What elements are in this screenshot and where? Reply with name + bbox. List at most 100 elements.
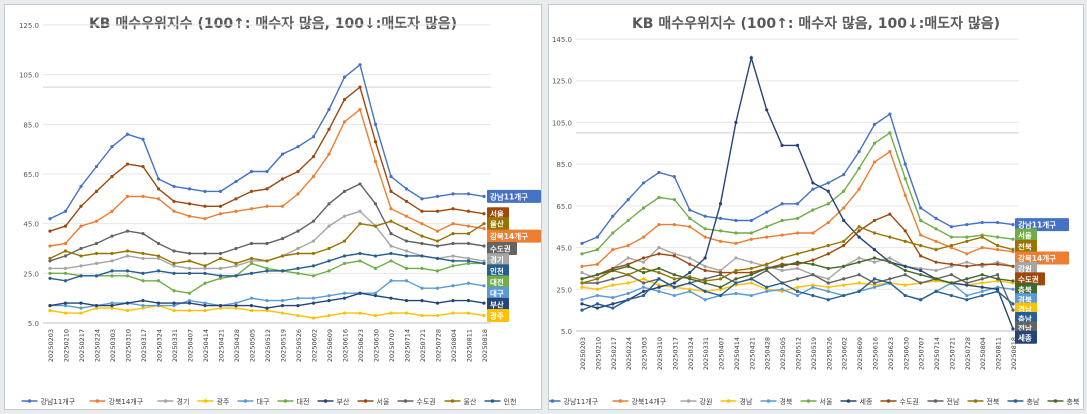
x-tick-label: 20250303	[641, 337, 649, 370]
data-point	[857, 225, 861, 229]
data-point	[980, 277, 984, 281]
data-point	[94, 189, 99, 193]
data-point	[63, 249, 68, 253]
legend-item: 강북14개구	[612, 397, 667, 406]
legend-swatch-marker	[95, 399, 100, 403]
x-tick-label: 20250303	[109, 329, 117, 362]
data-point	[626, 298, 630, 302]
data-point	[734, 256, 738, 260]
data-point	[826, 252, 830, 256]
data-point	[451, 241, 455, 246]
series-서울	[48, 85, 486, 233]
data-point	[187, 187, 192, 191]
data-point	[420, 241, 424, 246]
data-point	[1011, 264, 1015, 268]
data-point	[688, 281, 692, 285]
end-label-box	[1015, 261, 1037, 275]
data-point	[187, 291, 192, 295]
data-point	[311, 174, 316, 179]
data-point	[826, 266, 830, 271]
data-point	[404, 266, 409, 270]
data-point	[389, 296, 393, 300]
data-point	[327, 127, 331, 131]
end-label-text: 경남	[1018, 304, 1032, 314]
data-point	[63, 266, 68, 270]
data-point	[125, 249, 130, 253]
end-label: 인천	[487, 264, 509, 278]
data-point	[218, 274, 223, 278]
data-point	[358, 291, 362, 295]
data-point	[311, 296, 316, 300]
x-tick-label: 20250505	[249, 329, 257, 362]
y-tick-label: 65.0	[556, 203, 572, 211]
data-point	[903, 293, 907, 298]
data-point	[780, 143, 784, 147]
data-point	[949, 293, 954, 298]
data-point	[48, 256, 52, 261]
end-label: 서울	[487, 207, 509, 221]
data-point	[734, 281, 738, 285]
data-point	[657, 266, 661, 271]
legend-item: 서울	[800, 397, 833, 406]
data-point	[482, 313, 486, 318]
data-point	[466, 232, 471, 236]
data-point	[265, 169, 269, 174]
data-point	[996, 248, 1000, 252]
data-point	[94, 261, 99, 265]
data-point	[420, 209, 424, 213]
data-point	[1011, 287, 1015, 291]
data-point	[280, 299, 285, 303]
data-point	[811, 285, 815, 289]
end-label: 강북14개구	[487, 229, 541, 243]
data-point	[482, 244, 486, 248]
data-point	[327, 107, 331, 112]
x-tick-label: 20250203	[47, 329, 55, 362]
series-강북14개구	[48, 107, 486, 248]
data-point	[234, 179, 238, 184]
series-울산	[48, 219, 486, 268]
data-point	[872, 256, 877, 260]
data-point	[811, 262, 815, 266]
data-point	[703, 235, 707, 239]
data-point	[172, 289, 176, 293]
data-point	[141, 194, 145, 198]
data-point	[580, 264, 584, 268]
end-label: 부산	[487, 297, 509, 311]
legend-item: 강남11개구	[544, 397, 599, 406]
x-tick-label: 20250714	[404, 329, 412, 362]
data-point	[48, 276, 52, 280]
data-point	[595, 277, 599, 281]
data-point	[187, 214, 192, 218]
data-point	[249, 256, 254, 261]
data-point	[703, 281, 707, 285]
data-point	[265, 204, 269, 208]
data-point	[811, 208, 815, 212]
data-point	[718, 229, 723, 233]
legend-item: 인천	[484, 397, 516, 406]
x-tick-label: 20250210	[63, 329, 71, 362]
x-tick-label: 20250811	[995, 337, 1003, 370]
data-point	[826, 181, 830, 185]
x-tick-label: 20250203	[579, 337, 587, 370]
data-point	[466, 224, 471, 228]
data-point	[420, 286, 424, 290]
end-label-box	[487, 217, 509, 231]
data-point	[842, 239, 846, 243]
x-tick-label: 20250526	[825, 337, 833, 370]
data-point	[795, 216, 800, 220]
data-point	[389, 174, 393, 179]
series-강남11개구	[48, 63, 486, 221]
data-point	[888, 235, 892, 239]
data-point	[234, 306, 238, 310]
y-tick-label: 125.0	[552, 78, 572, 86]
data-point	[94, 304, 99, 308]
data-point	[641, 181, 646, 185]
data-point	[718, 285, 723, 289]
data-point	[888, 256, 892, 260]
data-point	[980, 245, 984, 250]
data-point	[296, 251, 300, 256]
data-point	[110, 306, 114, 310]
data-point	[657, 170, 661, 175]
data-point	[420, 197, 424, 201]
data-point	[903, 264, 907, 268]
